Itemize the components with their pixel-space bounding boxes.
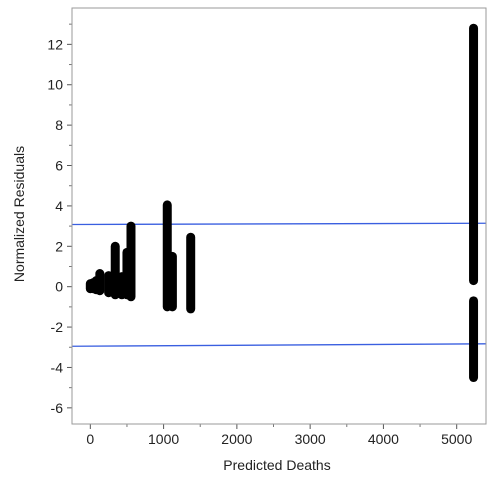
x-tick-label: 1000 [148,431,179,447]
y-tick-label: -6 [51,400,64,416]
y-tick-label: 8 [55,117,63,133]
x-tick-label: 3000 [295,431,326,447]
reference-line [71,343,487,347]
data-points [85,23,479,383]
x-tick-label: 2000 [221,431,252,447]
y-axis: 12 10 8 6 4 2 0 -2 -4 -6 [47,23,72,416]
x-axis: 0 1000 2000 3000 4000 5000 [86,424,472,447]
reference-lines [71,222,487,347]
y-tick-label: 6 [55,158,63,174]
y-tick-label: 2 [55,238,63,254]
x-tick-label: 5000 [441,431,472,447]
y-tick-label: -4 [51,359,64,375]
x-axis-title: Predicted Deaths [223,457,330,473]
x-tick-label: 0 [86,431,94,447]
y-tick-label: 12 [47,36,63,52]
y-tick-label: 10 [47,77,63,93]
plot-frame [71,7,487,425]
y-tick-label: 0 [55,279,63,295]
y-axis-title: Normalized Residuals [11,146,27,282]
reference-line [71,222,487,226]
y-tick-label: 4 [55,198,63,214]
x-tick-label: 4000 [368,431,399,447]
y-tick-label: -2 [51,319,64,335]
